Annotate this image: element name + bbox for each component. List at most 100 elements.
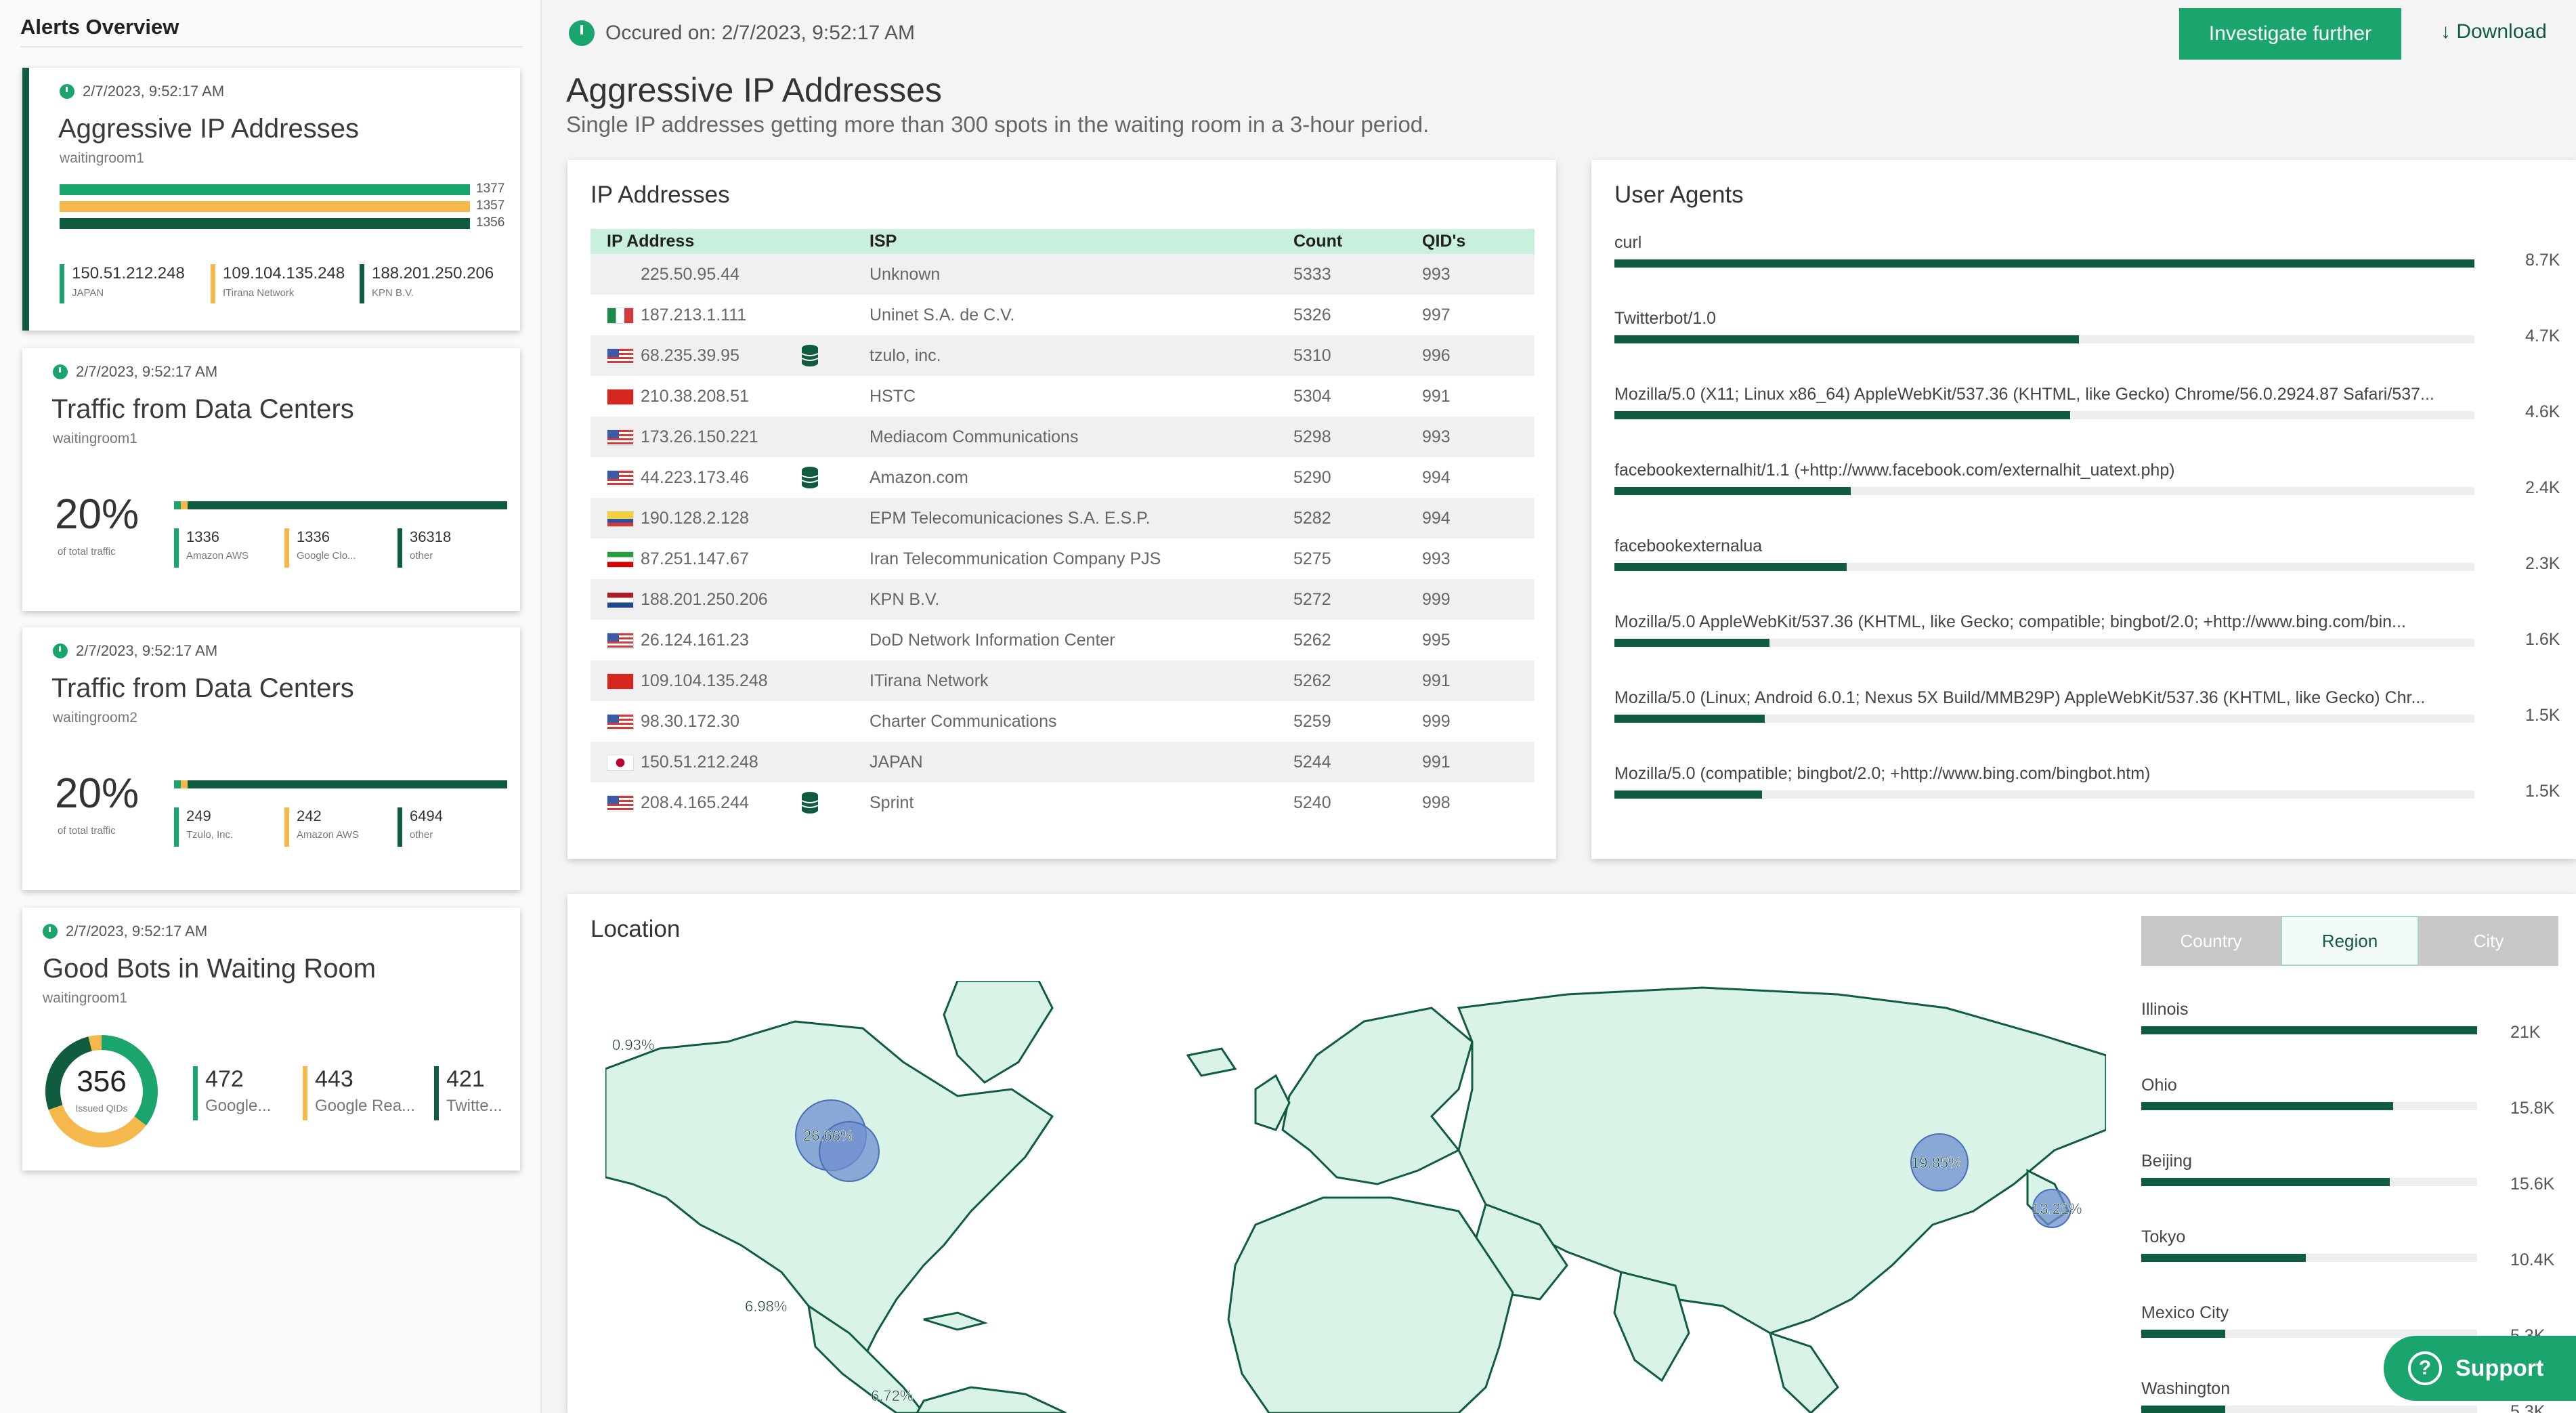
user-agent-value: 1.5K <box>2525 706 2560 725</box>
location-row[interactable]: Ohio 15.8K <box>2141 1076 2554 1118</box>
location-bar-track <box>2141 1254 2477 1262</box>
location-row[interactable]: Illinois 21K <box>2141 1000 2548 1042</box>
table-row[interactable]: 187.213.1.111 Uninet S.A. de C.V. 5326 997 <box>591 295 1534 335</box>
location-bar-track <box>2141 1406 2477 1413</box>
qid-donut-chart <box>45 1035 158 1147</box>
clock-icon <box>60 84 74 99</box>
user-agent-row[interactable]: Twitterbot/1.0 4.7K <box>1614 309 2562 345</box>
user-agent-row[interactable]: Mozilla/5.0 AppleWebKit/537.36 (KHTML, l… <box>1614 612 2562 649</box>
table-row[interactable]: 87.251.147.67 Iran Telecommunication Comp… <box>591 539 1534 579</box>
location-bar-track <box>2141 1330 2477 1338</box>
ip-cell: 150.51.212.248 <box>591 742 853 782</box>
qids-cell: 993 <box>1422 549 1451 568</box>
isp-cell: HSTC <box>870 386 916 406</box>
location-row[interactable]: Tokyo 10.4K <box>2141 1227 2554 1269</box>
isp-cell: Uninet S.A. de C.V. <box>870 305 1015 324</box>
location-row[interactable]: Beijing 15.6K <box>2141 1152 2554 1194</box>
table-row[interactable]: 150.51.212.248 JAPAN 5244 991 <box>591 742 1534 782</box>
support-button[interactable]: ? Support <box>2384 1336 2576 1401</box>
count-cell: 5282 <box>1277 498 1406 539</box>
alert-card-aggressive-ip[interactable]: 2/7/2023, 9:52:17 AM Aggressive IP Addre… <box>22 68 520 331</box>
investigate-further-button[interactable]: Investigate further <box>2179 8 2401 60</box>
stat-value: 109.104.135.248 <box>223 264 345 282</box>
ip-count-bar-2 <box>60 201 470 212</box>
count-cell: 5262 <box>1277 660 1406 701</box>
user-agent-row[interactable]: facebookexternalhit/1.1 (+http://www.fac… <box>1614 461 2562 497</box>
ip-cell: 190.128.2.128 <box>591 498 853 539</box>
table-row[interactable]: 44.223.173.46 Amazon.com 5290 994 <box>591 457 1534 498</box>
location-label: Mexico City <box>2141 1303 2229 1322</box>
alert-card-good-bots[interactable]: 2/7/2023, 9:52:17 AM Good Bots in Waitin… <box>22 908 520 1171</box>
segment-city[interactable]: City <box>2419 916 2558 966</box>
location-value: 5.3K <box>2510 1402 2546 1413</box>
col-header-qids[interactable]: QID's <box>1406 229 1534 254</box>
qids-cell: 998 <box>1422 793 1451 812</box>
user-agent-bar-track <box>1614 639 2474 647</box>
user-agent-label: Twitterbot/1.0 <box>1614 309 1717 328</box>
qids-cell: 991 <box>1406 660 1534 701</box>
table-row[interactable]: 68.235.39.95 tzulo, inc. 5310 996 <box>591 335 1534 376</box>
table-row[interactable]: 26.124.161.23 DoD Network Information Cen… <box>591 620 1534 660</box>
user-agent-row[interactable]: facebookexternalua 2.3K <box>1614 536 2562 573</box>
card-time-row: 2/7/2023, 9:52:17 AM <box>53 642 217 660</box>
table-row[interactable]: 188.201.250.206 KPN B.V. 5272 999 <box>591 579 1534 620</box>
ip-address: 150.51.212.248 <box>641 752 758 772</box>
stat-label: ITirana Network <box>223 287 295 299</box>
stat-color-line <box>174 807 179 847</box>
country-flag-icon <box>607 551 634 568</box>
page-description: Single IP addresses getting more than 30… <box>566 112 1430 137</box>
table-row[interactable]: 173.26.150.221 Mediacom Communications 529… <box>591 417 1534 457</box>
stat-color-line <box>284 528 289 568</box>
card-title: Good Bots in Waiting Room <box>43 954 377 984</box>
table-row[interactable]: 98.30.172.30 Charter Communications 5259 99… <box>591 701 1534 742</box>
stat-value: 6494 <box>410 807 443 824</box>
card-subtitle: waitingroom2 <box>53 710 137 725</box>
user-agent-row[interactable]: curl 8.7K <box>1614 233 2562 270</box>
panel-title: User Agents <box>1614 182 1744 208</box>
alert-card-datacenter-1[interactable]: 2/7/2023, 9:52:17 AM Traffic from Data C… <box>22 348 520 611</box>
user-agent-value: 1.5K <box>2525 782 2560 801</box>
col-header-ip[interactable]: IP Address <box>591 229 853 254</box>
user-agent-label: facebookexternalhit/1.1 (+http://www.fac… <box>1614 461 2175 480</box>
table-row[interactable]: 225.50.95.44 Unknown 5333 993 <box>591 254 1534 295</box>
qids-cell: 997 <box>1422 305 1451 324</box>
user-agent-bar-track <box>1614 411 2474 419</box>
segment-region[interactable]: Region <box>2281 916 2419 966</box>
user-agent-label: Mozilla/5.0 AppleWebKit/537.36 (KHTML, l… <box>1614 612 2406 631</box>
location-label: Washington <box>2141 1379 2231 1398</box>
ip-address: 208.4.165.244 <box>641 793 749 812</box>
location-bar-track <box>2141 1026 2477 1034</box>
table-row[interactable]: 210.38.208.51 HSTC 5304 991 <box>591 376 1534 417</box>
col-header-count[interactable]: Count <box>1277 229 1406 254</box>
location-row[interactable]: Mexico City5.3K <box>2141 1303 2548 1345</box>
map-label: 6.98% <box>745 1298 787 1315</box>
user-agent-row[interactable]: Mozilla/5.0 (Linux; Android 6.0.1; Nexus… <box>1614 688 2562 725</box>
ip-cell: 26.124.161.23 <box>591 620 853 660</box>
stat-label: Tzulo, Inc. <box>186 829 234 841</box>
table-row[interactable]: 190.128.2.128 EPM Telecomunicaciones S.A.… <box>591 498 1534 539</box>
table-row[interactable]: 109.104.135.248 ITirana Network 5262 991 <box>591 660 1534 701</box>
isp-cell: ITirana Network <box>853 660 1277 701</box>
alert-card-datacenter-2[interactable]: 2/7/2023, 9:52:17 AM Traffic from Data C… <box>22 627 520 890</box>
table-row[interactable]: 208.4.165.244 Sprint 5240 998 <box>591 782 1534 823</box>
isp-cell: EPM Telecomunicaciones S.A. E.S.P. <box>853 498 1277 539</box>
download-link[interactable]: ↓ Download <box>2441 20 2547 43</box>
country-flag-icon <box>607 388 634 405</box>
country-flag-icon <box>607 469 634 486</box>
stat-item: 188.201.250.206 KPN B.V. <box>360 264 494 303</box>
donut-value: 356 <box>77 1065 127 1098</box>
stat-color-line <box>174 528 179 568</box>
user-agent-bar-fill <box>1614 487 1851 495</box>
traffic-bar-seg-1 <box>174 501 181 509</box>
sidebar-divider <box>20 46 523 47</box>
world-map[interactable]: 0.93% 26.66% 19.85% 13.21% 6.98% 6.72% <box>605 981 2106 1413</box>
user-agent-bar-fill <box>1614 715 1765 723</box>
user-agent-row[interactable]: Mozilla/5.0 (compatible; bingbot/2.0; +h… <box>1614 764 2562 801</box>
location-row[interactable]: Washington 5.3K <box>2141 1379 2548 1413</box>
col-header-isp[interactable]: ISP <box>853 229 1277 254</box>
segment-country[interactable]: Country <box>2141 916 2281 966</box>
count-cell: 5262 <box>1293 630 1331 650</box>
user-agent-row[interactable]: Mozilla/5.0 (X11; Linux x86_64) AppleWeb… <box>1614 385 2562 421</box>
stat-value: 1336 <box>186 528 219 545</box>
card-time-row: 2/7/2023, 9:52:17 AM <box>53 363 217 381</box>
